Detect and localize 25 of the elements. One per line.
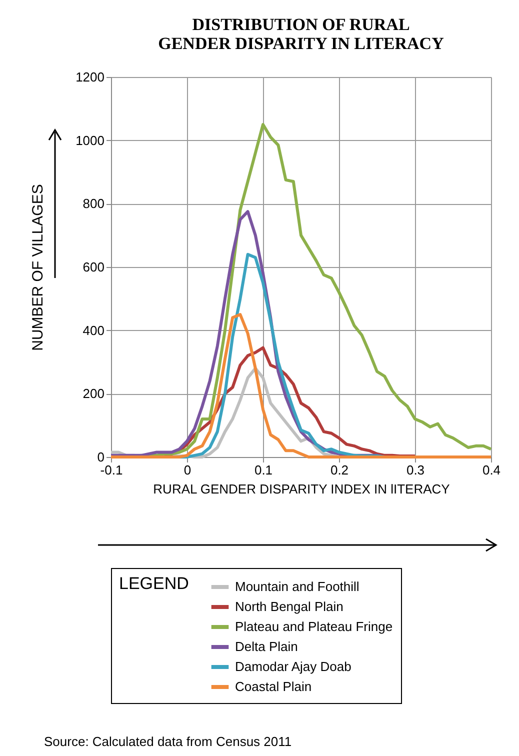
legend-label: North Bengal Plain	[235, 599, 344, 614]
text: GENDER DISPARITY IN LITERACY	[158, 34, 444, 53]
x-tick-label: 0	[184, 462, 192, 478]
x-tick-label: 0.3	[406, 462, 425, 478]
legend-label: Mountain and Foothill	[235, 579, 360, 594]
x-tick-label: -0.1	[100, 462, 123, 478]
text: DISTRIBUTION OF RURAL	[192, 15, 410, 34]
y-tick-label: 1200	[76, 70, 104, 84]
y-tick-label: 400	[82, 322, 104, 338]
y-tick-label: 0	[97, 450, 104, 464]
x-axis-title: RURAL GENDER DISPARITY INDEX IN lITERACY	[153, 482, 450, 496]
legend-title: LEGEND	[119, 574, 189, 593]
y-tick-label: 1000	[76, 132, 104, 148]
y-tick-label: 200	[82, 386, 104, 402]
x-tick-label: 0.1	[254, 462, 273, 478]
x-tick-label: 0.4	[482, 462, 501, 478]
source-note: Source: Calculated data from Census 2011	[44, 734, 292, 749]
y-tick-label: 600	[82, 260, 104, 274]
y-tick-label: 800	[82, 196, 104, 212]
legend-label: Damodar Ajay Doab	[235, 659, 352, 674]
legend-label: Plateau and Plateau Fringe	[235, 619, 393, 634]
x-tick-label: 0.2	[330, 462, 349, 478]
y-axis-title: NUMBER OF VILLAGES	[30, 184, 47, 351]
legend-label: Coastal Plain	[235, 679, 312, 694]
legend-label: Delta Plain	[235, 639, 298, 654]
